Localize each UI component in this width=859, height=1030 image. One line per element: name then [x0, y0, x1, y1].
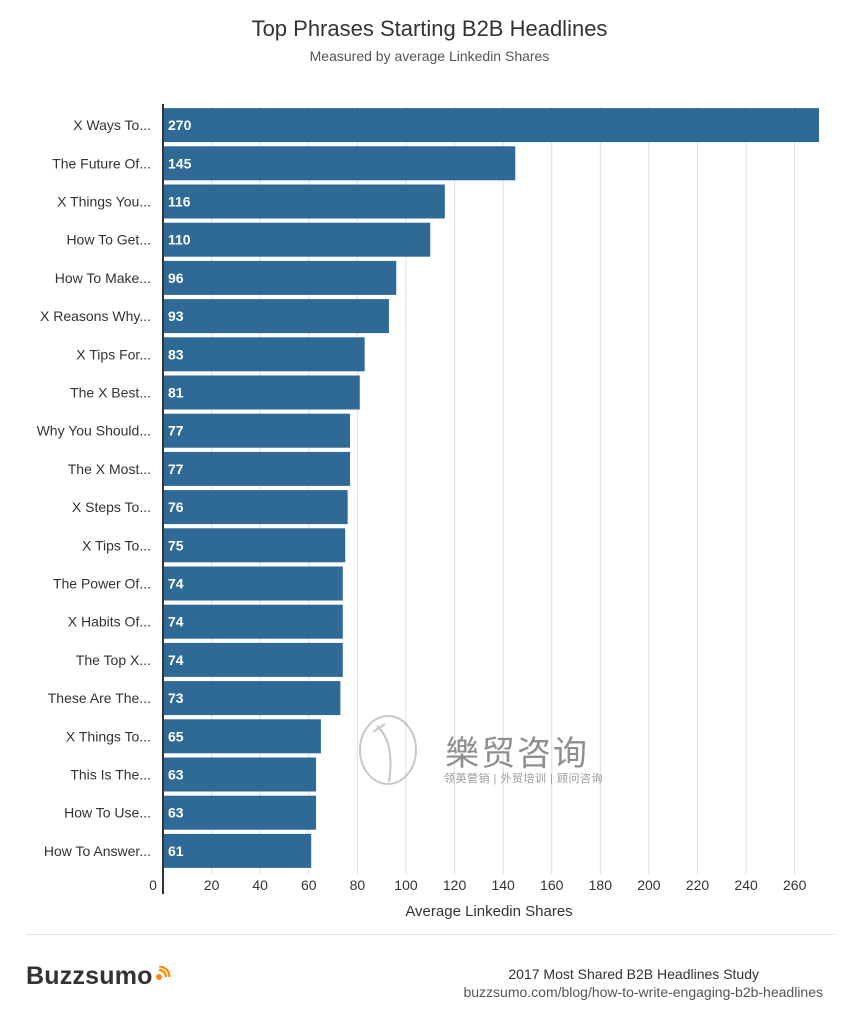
- bar: [163, 146, 516, 181]
- bar: [163, 108, 819, 143]
- bar-chart: 270 145 116 110 96 93 83 81 77 77 76 75 74 74 74 73 65 63…: [37, 104, 819, 920]
- bar: [163, 451, 351, 486]
- bar-value-label: 73: [168, 690, 184, 706]
- category-label: X Steps To...: [72, 499, 151, 515]
- bar-value-label: 74: [168, 576, 184, 592]
- bar: [163, 222, 431, 257]
- category-label: X Things To...: [66, 728, 151, 744]
- bar-value-label: 77: [168, 423, 184, 439]
- bar-value-label: 145: [168, 155, 192, 171]
- category-label: Why You Should...: [37, 423, 151, 439]
- category-label: The X Best...: [70, 385, 151, 401]
- signal-icon: [155, 962, 171, 991]
- category-label: X Habits Of...: [68, 614, 151, 630]
- x-tick-label: 60: [301, 877, 317, 893]
- bar-value-label: 93: [168, 308, 184, 324]
- category-label: X Tips For...: [76, 346, 151, 362]
- x-tick-label: 40: [252, 877, 268, 893]
- category-label: How To Use...: [64, 805, 151, 821]
- category-label: This Is The...: [70, 767, 151, 783]
- x-tick-label: 80: [350, 877, 366, 893]
- category-label: The X Most...: [68, 461, 151, 477]
- brand-logo: Buzzsumo: [26, 962, 171, 991]
- bar-value-label: 83: [168, 346, 184, 362]
- bar-value-label: 96: [168, 270, 184, 286]
- chart-title: Top Phrases Starting B2B Headlines: [251, 16, 608, 41]
- bar-value-label: 81: [168, 385, 184, 401]
- grid-lines: [211, 106, 796, 874]
- bar: [163, 260, 397, 295]
- bar-value-label: 74: [168, 614, 184, 630]
- category-label: X Ways To...: [73, 117, 151, 133]
- bar: [163, 337, 365, 372]
- bar-value-label: 63: [168, 805, 184, 821]
- x-tick-label: 180: [589, 877, 613, 893]
- bar: [163, 604, 343, 639]
- bar-value-label: 61: [168, 843, 184, 859]
- category-label: X Things You...: [57, 194, 151, 210]
- bar: [163, 299, 389, 334]
- bar: [163, 642, 343, 677]
- x-tick-label: 260: [783, 877, 807, 893]
- bar: [163, 566, 343, 601]
- x-tick-label: 140: [491, 877, 515, 893]
- bar-value-label: 65: [168, 728, 184, 744]
- category-label: How To Answer...: [44, 843, 151, 859]
- x-tick-label: 160: [540, 877, 564, 893]
- study-title: 2017 Most Shared B2B Headlines Study: [508, 966, 759, 982]
- bar: [163, 833, 312, 868]
- category-labels: X Ways To... The Future Of... X Things You…: [37, 117, 151, 859]
- bar-value-label: 74: [168, 652, 184, 668]
- x-tick-label: 240: [734, 877, 758, 893]
- bar: [163, 184, 445, 219]
- bar: [163, 757, 317, 792]
- bar-value-label: 63: [168, 767, 184, 783]
- category-label: The Top X...: [76, 652, 151, 668]
- bar: [163, 375, 360, 410]
- study-url: buzzsumo.com/blog/how-to-write-engaging-…: [463, 984, 823, 1000]
- x-tick-label: 220: [686, 877, 710, 893]
- bar: [163, 528, 346, 563]
- category-label: The Future Of...: [52, 155, 151, 171]
- category-label: How To Get...: [66, 232, 151, 248]
- bar: [163, 795, 317, 830]
- x-tick-label: 200: [637, 877, 661, 893]
- bar: [163, 719, 321, 754]
- bar-value-label: 270: [168, 117, 192, 133]
- category-label: How To Make...: [55, 270, 151, 286]
- footer-divider: [26, 934, 836, 935]
- bar-value-label: 116: [168, 194, 191, 210]
- watermark-subtitle: 领英营销 | 外贸培训 | 顾问咨询: [444, 773, 603, 785]
- x-tick-label: 20: [204, 877, 220, 893]
- chart-subtitle: Measured by average Linkedin Shares: [309, 48, 550, 64]
- bar: [163, 413, 351, 448]
- category-label: X Tips To...: [82, 537, 151, 553]
- category-label: The Power Of...: [53, 576, 151, 592]
- bars: 270 145 116 110 96 93 83 81 77 77 76 75 74 74 74 73 65 63…: [163, 108, 819, 868]
- bar-value-label: 77: [168, 461, 184, 477]
- x-tick-label: 100: [394, 877, 418, 893]
- category-label: These Are The...: [48, 690, 151, 706]
- bar: [163, 681, 341, 716]
- bar-value-label: 76: [168, 499, 184, 515]
- brand-name: Buzzsumo: [26, 962, 153, 990]
- bar-value-label: 110: [168, 232, 191, 248]
- x-tick-labels: 0 20 40 60 80 100 120 140 160 180 200 220 240 260: [149, 877, 806, 893]
- category-label: X Reasons Why...: [40, 308, 151, 324]
- x-axis-label: Average Linkedin Shares: [405, 903, 572, 920]
- bar-value-label: 75: [168, 537, 184, 553]
- bar: [163, 490, 348, 525]
- watermark-logo-icon: [355, 712, 425, 797]
- x-tick-label: 0: [149, 877, 157, 893]
- x-tick-label: 120: [443, 877, 467, 893]
- watermark-title: 樂贸咨询: [445, 734, 589, 774]
